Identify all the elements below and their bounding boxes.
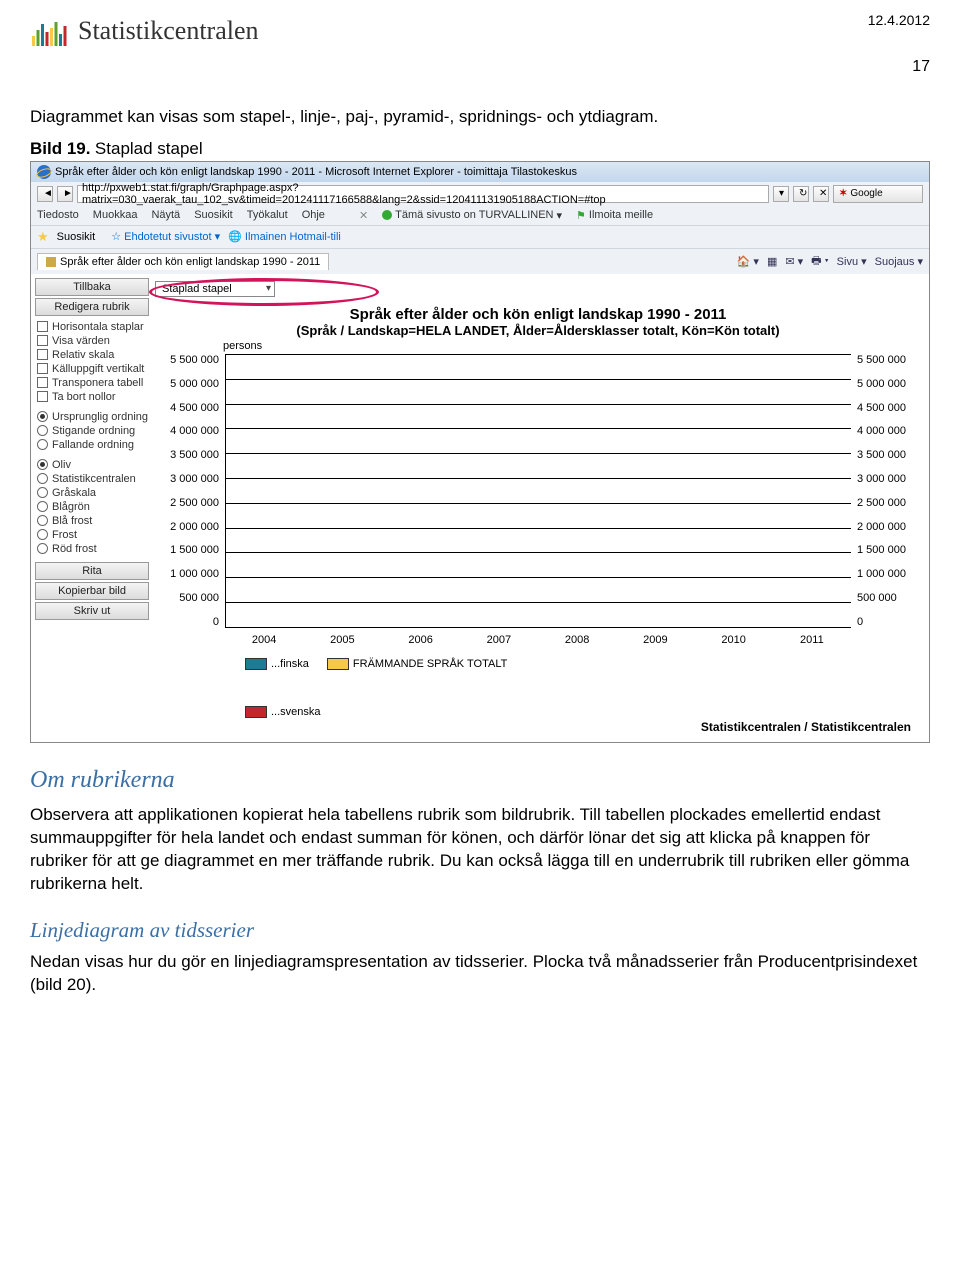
print-button[interactable]: Skriv ut [35,602,149,620]
favorites-label: Suosikit [57,231,96,243]
address-bar: ◄ ► http://pxweb1.stat.fi/graph/Graphpag… [31,182,929,206]
chart-type-dropdown[interactable]: Staplad stapel [155,281,275,297]
y-axis-left: 5 500 0005 000 0004 500 0004 000 0003 50… [163,354,223,628]
intro-text: Diagrammet kan visas som stapel-, linje-… [30,106,930,129]
chart-title: Språk efter ålder och kön enligt landska… [155,306,921,323]
page-menu[interactable]: Sivu ▾ [837,255,867,268]
edit-heading-button[interactable]: Redigera rubrik [35,298,149,316]
radio-order-2[interactable]: Fallande ordning [37,438,149,452]
ie-icon [37,165,51,179]
paragraph-2: Nedan visas hur du gör en linjediagramsp… [30,951,930,997]
flag-icon: ⚑ [576,209,586,222]
safety-dropdown[interactable]: ▾ [557,209,563,222]
window-title-bar: Språk efter ålder och kön enligt landska… [31,162,929,182]
stop-button[interactable]: ✕ [813,186,829,202]
report-link[interactable]: Ilmoita meille [589,209,653,221]
radio-order-0[interactable]: Ursprunglig ordning [37,410,149,424]
legend-item-2: FRÄMMANDE SPRÅK TOTALT [327,658,507,670]
checkbox-3[interactable]: Källuppgift vertikalt [37,362,149,376]
menu-tyokalut[interactable]: Työkalut [247,209,288,221]
nav-back-button[interactable]: ◄ [37,186,53,202]
checkbox-4[interactable]: Transponera tabell [37,376,149,390]
paragraph-1: Observera att applikationen kopierat hel… [30,804,930,896]
url-input[interactable]: http://pxweb1.stat.fi/graph/Graphpage.as… [77,185,769,203]
chart-legend: ...finska FRÄMMANDE SPRÅK TOTALT ...svensk… [245,658,921,718]
checkbox-1[interactable]: Visa värden [37,334,149,348]
legend-item-1: ...svenska [245,706,321,718]
home-icon[interactable]: 🏠 ▾ [737,255,759,268]
fav-hotmail[interactable]: 🌐 Ilmainen Hotmail-tili [228,230,341,243]
mail-icon[interactable]: ✉ ▾ [785,255,803,268]
menu-suosikit[interactable]: Suosikit [194,209,233,221]
radio-color-2[interactable]: Gråskala [37,486,149,500]
figure-label: Bild 19. [30,139,90,158]
y-axis-right: 5 500 0005 000 0004 500 0004 000 0003 50… [853,354,913,628]
x-axis-labels: 20042005200620072008200920102011 [225,634,851,646]
radio-color-1[interactable]: Statistikcentralen [37,472,149,486]
radio-color-3[interactable]: Blågrön [37,500,149,514]
security-menu[interactable]: Suojaus ▾ [875,255,923,268]
back-button[interactable]: Tillbaka [35,278,149,296]
doc-date: 12.4.2012 [868,12,930,28]
active-tab[interactable]: Språk efter ålder och kön enligt landska… [37,253,329,270]
print-icon[interactable]: 🖶 ▾ [811,252,829,271]
checkbox-2[interactable]: Relativ skala [37,348,149,362]
chart-credit: Statistikcentralen / Statistikcentralen [155,720,921,734]
brand-text: Statistikcentralen [78,16,259,46]
page-number: 17 [30,58,930,76]
nav-fwd-button[interactable]: ► [57,186,73,202]
dropdown-icon[interactable]: ▾ [773,186,789,202]
google-icon: ✶ [839,188,847,199]
tab-favicon [46,257,56,267]
tab-strip: Språk efter ålder och kön enligt landska… [31,248,929,274]
menu-muokkaa[interactable]: Muokkaa [93,209,138,221]
checkbox-5[interactable]: Ta bort nollor [37,390,149,404]
y-axis-unit: persons [223,340,262,352]
menu-ohje[interactable]: Ohje [302,209,325,221]
menu-nayta[interactable]: Näytä [151,209,180,221]
radio-color-0[interactable]: Oliv [37,458,149,472]
safety-text: Tämä sivusto on TURVALLINEN [395,209,553,221]
chart-subtitle: (Språk / Landskap=HELA LANDET, Ålder=Åld… [155,323,921,338]
menu-tiedosto[interactable]: Tiedosto [37,209,79,221]
chart-plot [225,354,851,628]
draw-button[interactable]: Rita [35,562,149,580]
close-x-icon[interactable]: ✕ [359,209,368,222]
checkbox-0[interactable]: Horisontala staplar [37,320,149,334]
copy-image-button[interactable]: Kopierbar bild [35,582,149,600]
radio-color-6[interactable]: Röd frost [37,542,149,556]
section-heading-1: Om rubrikerna [30,767,930,794]
brand-logo: Statistikcentralen [30,12,259,50]
window-title: Språk efter ålder och kön enligt landska… [55,166,577,178]
chart-sidebar: Tillbaka Redigera rubrik Horisontala sta… [31,274,149,742]
radio-order-1[interactable]: Stigande ordning [37,424,149,438]
favorites-bar: ★ Suosikit ☆ Ehdotetut sivustot ▾ 🌐 Ilma… [31,225,929,248]
radio-color-5[interactable]: Frost [37,528,149,542]
browser-window: Språk efter ålder och kön enligt landska… [30,161,930,743]
section-heading-2: Linjediagram av tidsserier [30,918,930,943]
legend-item-0: ...finska [245,658,309,670]
menu-bar: Tiedosto Muokkaa Näytä Suosikit Työkalut… [31,206,929,225]
chart-area: Staplad stapel Språk efter ålder och kön… [149,274,929,742]
safety-icon [382,210,392,220]
radio-color-4[interactable]: Blå frost [37,514,149,528]
refresh-button[interactable]: ↻ [793,186,809,202]
star-icon[interactable]: ★ [37,229,49,245]
fav-suggested[interactable]: ☆ Ehdotetut sivustot ▾ [111,230,220,243]
search-input[interactable]: ✶ Google [833,185,923,203]
feed-icon[interactable]: ▦ [767,255,777,268]
figure-caption: Staplad stapel [95,139,203,158]
